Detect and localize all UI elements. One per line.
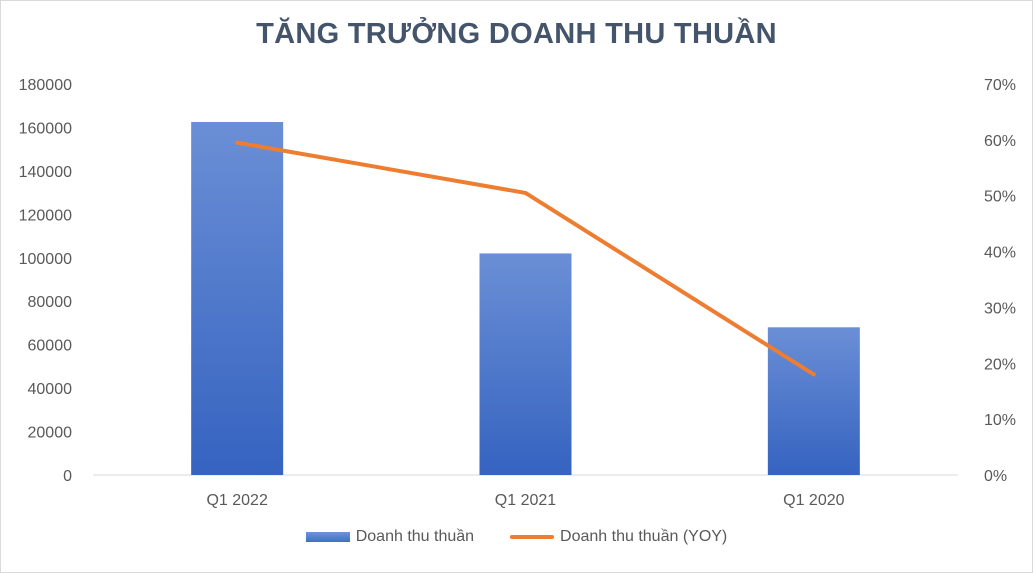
bar (191, 122, 284, 475)
y-left-tick-label: 20000 (28, 425, 73, 442)
y-right-tick-label: 0% (984, 468, 1007, 485)
y-right-tick-label: 30% (984, 300, 1016, 317)
y-left-tick-label: 140000 (19, 164, 72, 181)
legend-label-bar: Doanh thu thuần (355, 528, 475, 545)
y-right-tick-label: 10% (984, 412, 1016, 429)
y-left-tick-label: 0 (63, 468, 72, 485)
x-tick-label: Q1 2022 (206, 492, 267, 509)
y-left-tick-label: 40000 (28, 381, 73, 398)
y-left-tick-label: 180000 (19, 77, 72, 94)
legend-item-bar: Doanh thu thuần (305, 528, 475, 546)
chart-legend: Doanh thu thuần Doanh thu thuần (YOY) (0, 528, 1033, 546)
y-left-tick-label: 100000 (19, 251, 72, 268)
y-right-tick-label: 60% (984, 133, 1016, 150)
legend-item-line: Doanh thu thuần (YOY) (510, 528, 727, 546)
y-left-tick-label: 80000 (28, 294, 73, 311)
x-tick-label: Q1 2020 (783, 492, 844, 509)
bar (479, 253, 572, 475)
x-tick-label: Q1 2021 (495, 492, 556, 509)
legend-label-line: Doanh thu thuần (YOY) (560, 528, 728, 545)
y-right-tick-label: 70% (984, 77, 1016, 94)
y-right-tick-label: 50% (984, 189, 1016, 206)
chart-title: TĂNG TRƯỞNG DOANH THU THUẦN (256, 18, 777, 50)
bar (767, 327, 860, 475)
y-left-tick-label: 160000 (19, 120, 72, 137)
y-left-tick-label: 120000 (19, 207, 72, 224)
legend-bar-swatch (305, 532, 350, 542)
y-right-tick-label: 20% (984, 356, 1016, 373)
y-right-tick-label: 40% (984, 245, 1016, 262)
y-left-tick-label: 60000 (28, 338, 73, 355)
legend-line-swatch (510, 535, 555, 539)
